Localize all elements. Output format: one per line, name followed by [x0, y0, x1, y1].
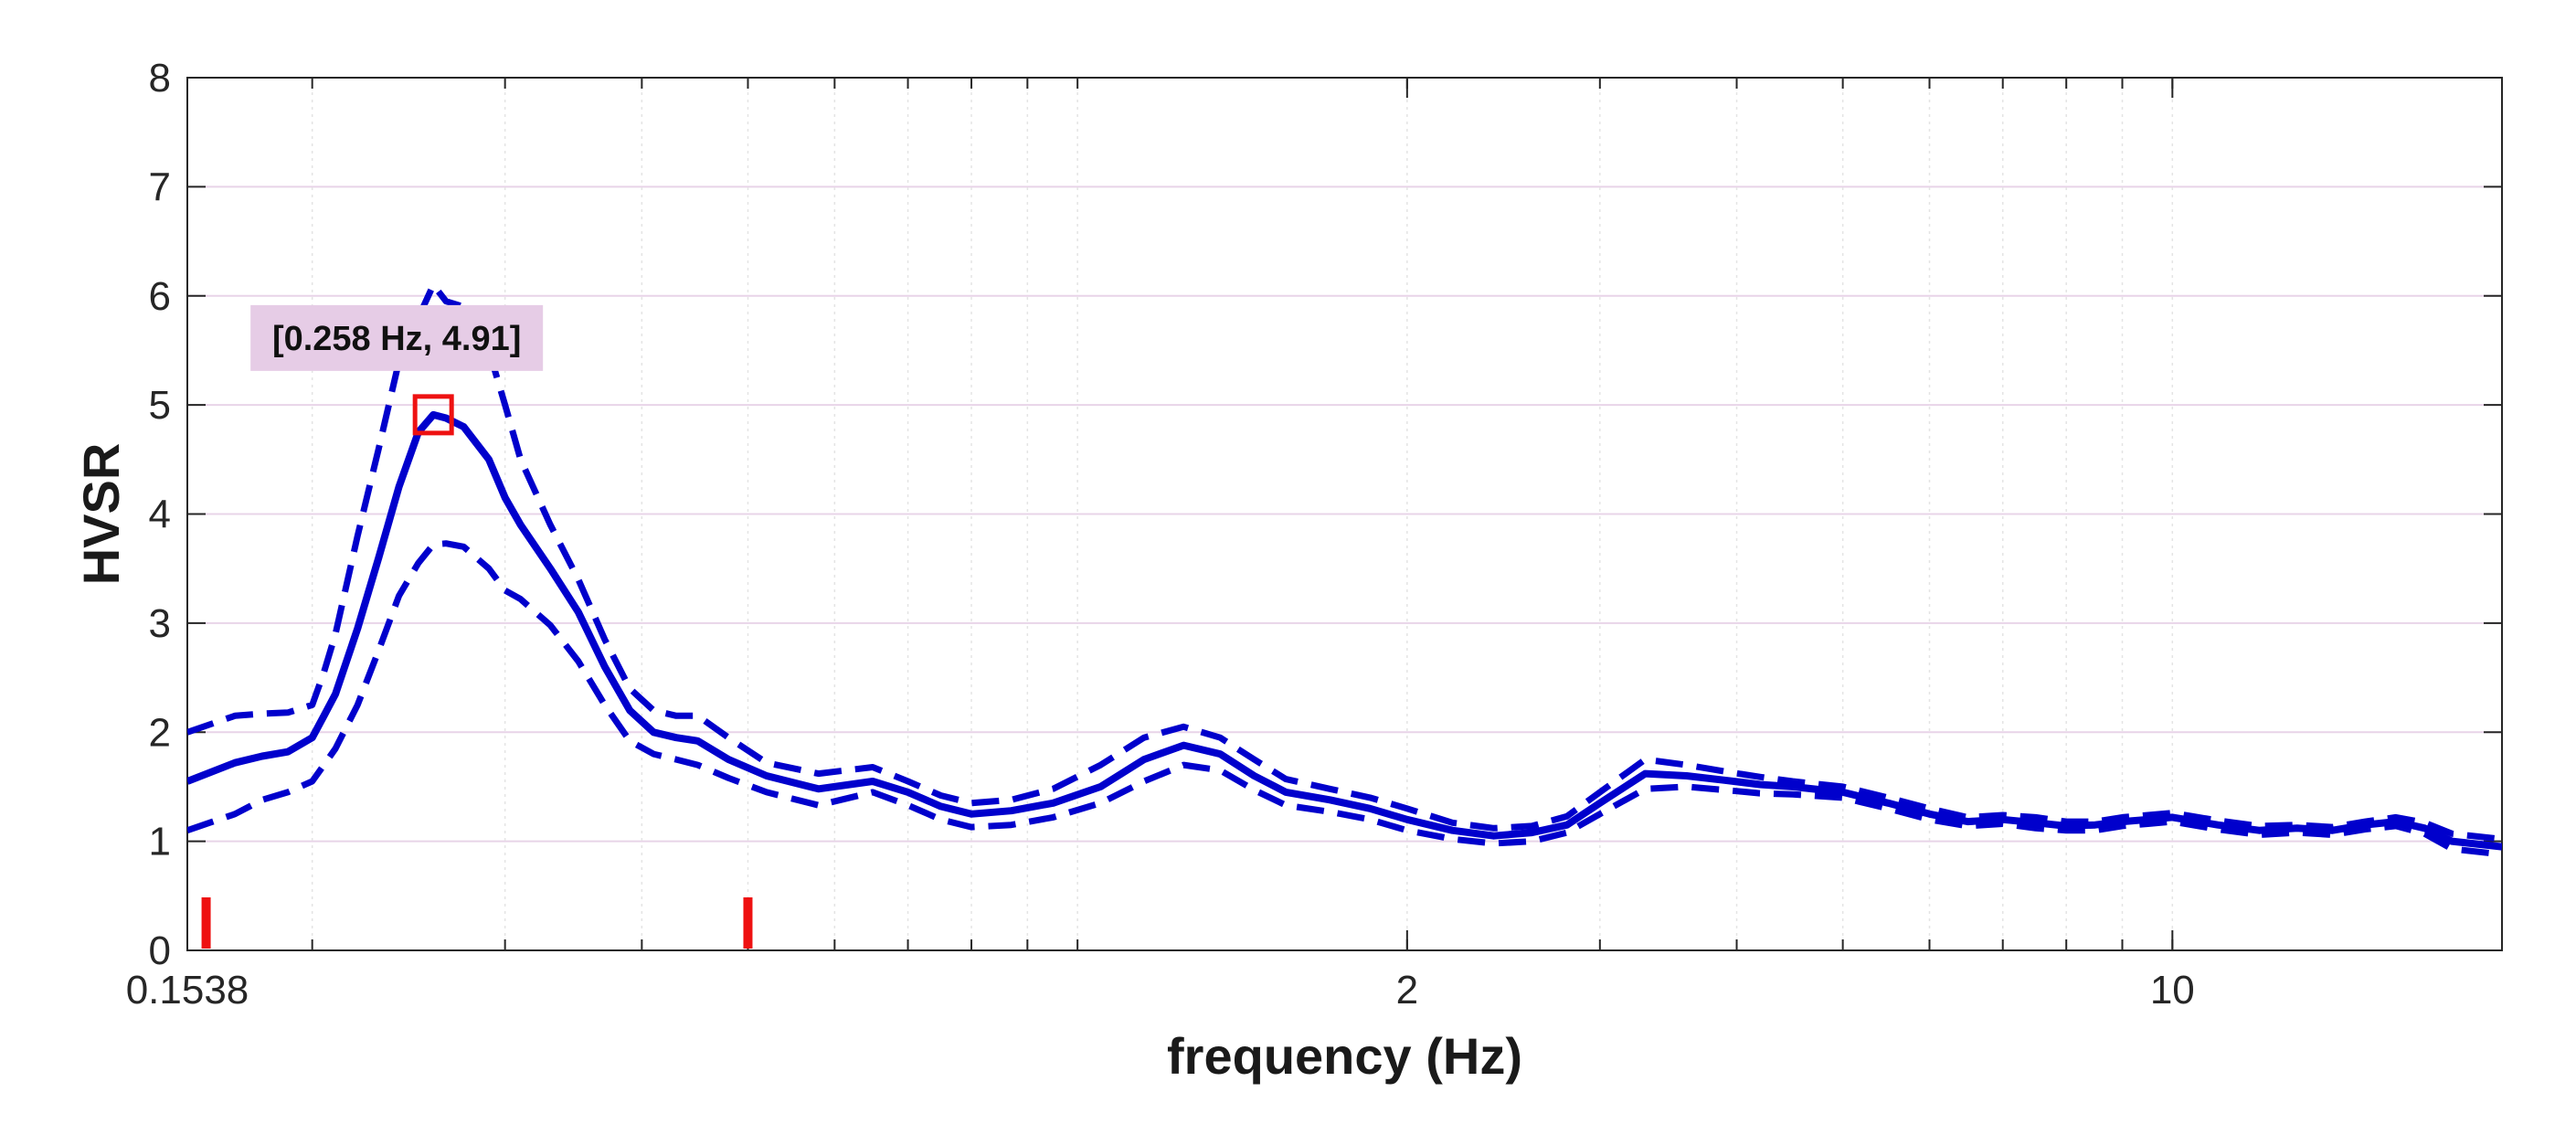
y-tick-label: 0 — [149, 928, 171, 973]
y-tick-label: 2 — [149, 710, 171, 755]
y-tick-label: 7 — [149, 164, 171, 209]
hvsr-std-curve-2 — [187, 540, 2502, 858]
y-tick-label: 6 — [149, 274, 171, 319]
x-axis-title: frequency (Hz) — [1167, 1027, 1522, 1085]
x-tick-label: 0.1538 — [126, 968, 249, 1013]
x-tick-label: 10 — [2150, 968, 2195, 1013]
y-tick-label: 4 — [149, 493, 171, 537]
grid — [187, 78, 2502, 950]
y-tick-label: 1 — [149, 820, 171, 864]
axis-ticks: 0 1 2 3 4 5 6 7 8 0.1538 2 10 — [126, 56, 2502, 1013]
y-tick-label: 3 — [149, 601, 171, 646]
series-group — [187, 281, 2502, 858]
hvsr-mean-curve — [187, 410, 2502, 851]
annotations: [0.258 Hz, 4.91] — [250, 304, 544, 371]
y-tick-label: 5 — [149, 383, 171, 428]
y-axis-title: HVSR — [72, 443, 130, 586]
annotation-label: [0.258 Hz, 4.91] — [272, 320, 521, 358]
annotation-box — [250, 304, 544, 371]
peak-marker — [412, 394, 454, 436]
x-tick-label: 2 — [1396, 968, 1418, 1013]
y-tick-label: 8 — [149, 56, 171, 101]
hvsr-std-curve-1 — [187, 281, 2502, 843]
chart-marks — [187, 281, 2502, 949]
